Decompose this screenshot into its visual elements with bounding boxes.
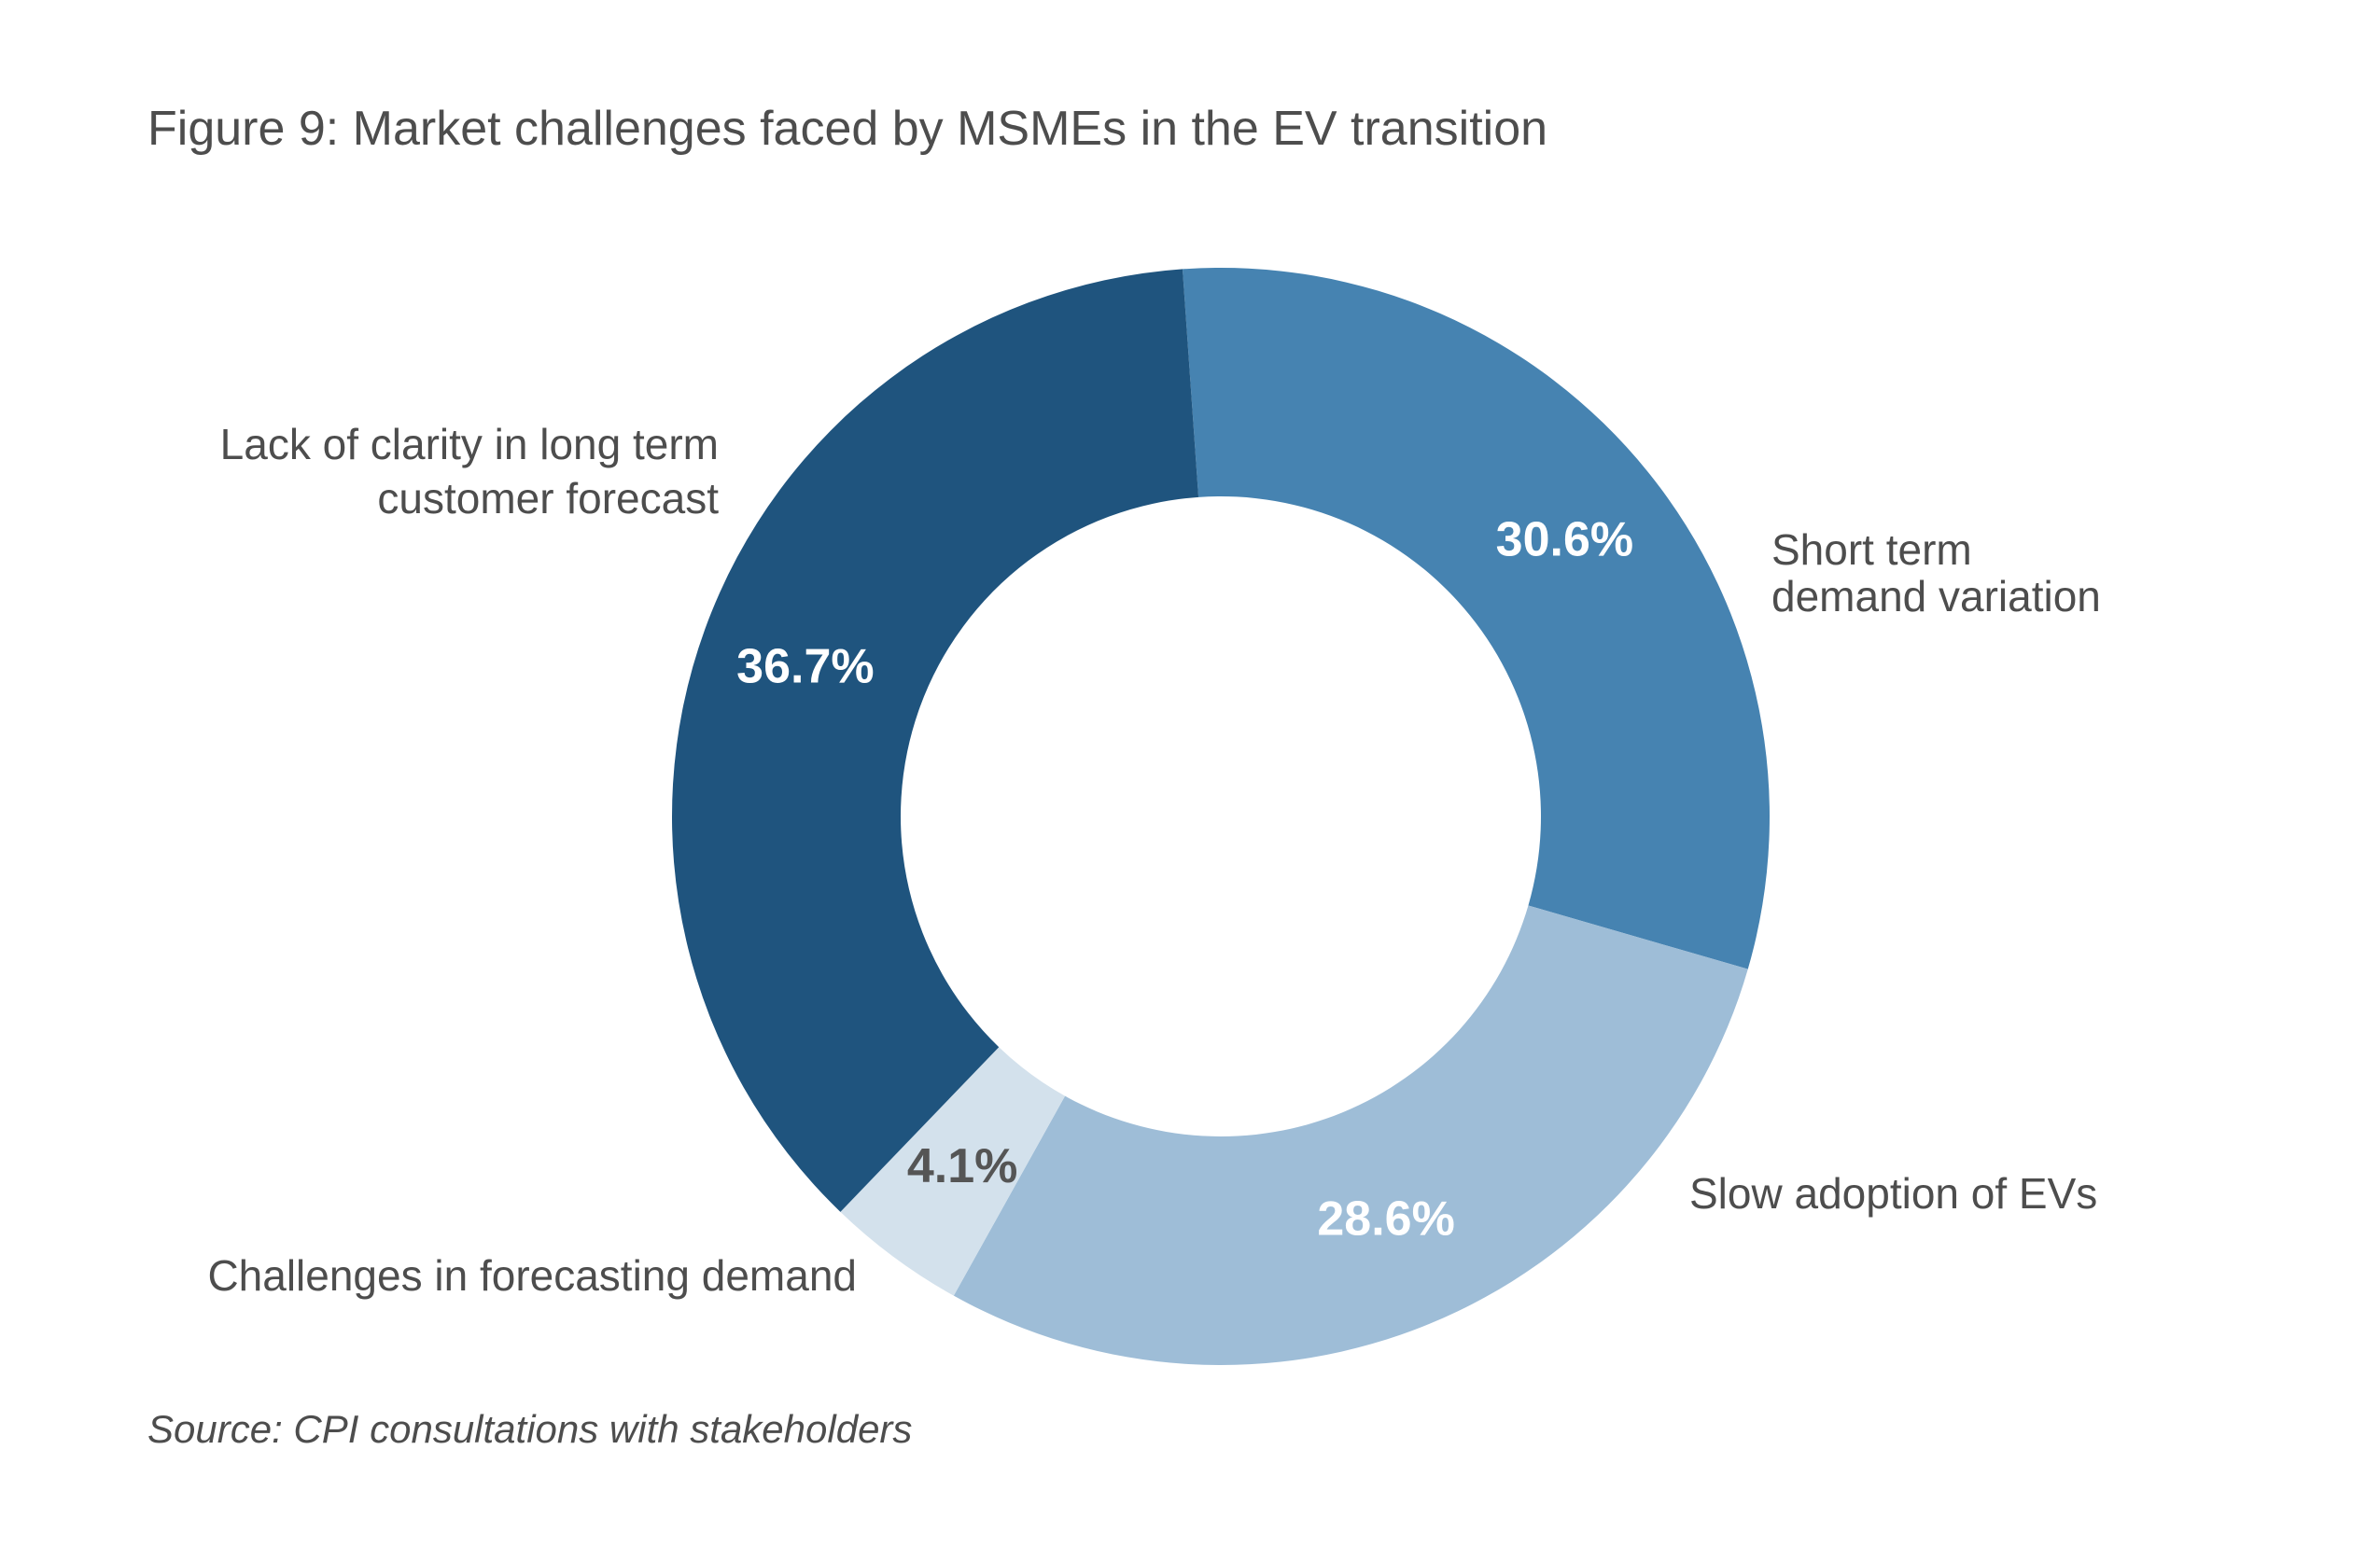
donut-slice-2 [953,905,1748,1365]
value-label-4: 36.7% [736,640,874,694]
value-labels: 30.6% 28.6% 4.1% 36.7% [736,513,1633,1247]
category-labels: Short term demand variation Slow adoption … [207,420,2100,1300]
donut-slices [672,268,1770,1365]
donut-slice-1 [1182,268,1770,969]
category-label-3: Challenges in forecasting demand [207,1251,857,1300]
category-label-2: Slow adoption of EVs [1689,1169,2097,1218]
category-label-1: Short term demand variation [1771,525,2101,620]
donut-slice-3 [840,1047,1066,1296]
value-label-2: 28.6% [1317,1192,1454,1246]
value-label-3: 4.1% [907,1139,1018,1193]
source-note: Source: CPI consultations with stakehold… [147,1407,913,1451]
chart-title: Figure 9: Market challenges faced by MSM… [147,102,1548,156]
category-label-4: Lack of clarity in long term customer for… [220,420,720,523]
value-label-1: 30.6% [1496,513,1633,567]
donut-slice-4 [672,269,1199,1212]
